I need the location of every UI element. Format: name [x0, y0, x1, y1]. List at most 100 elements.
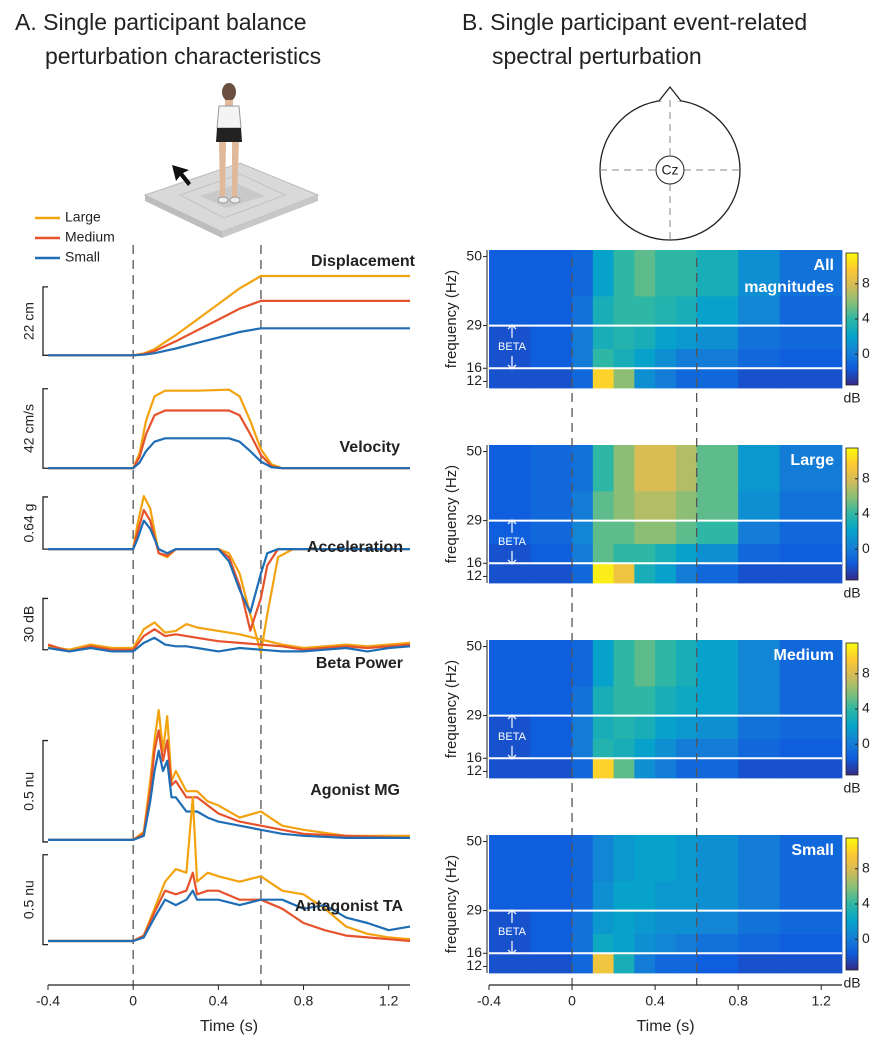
colorbar-tick-label: 4 — [862, 310, 870, 326]
scale-bar — [43, 389, 48, 468]
scale-bar-label: 22 cm — [21, 302, 37, 340]
heatmap-cell — [531, 739, 573, 759]
heatmap-cell — [614, 953, 635, 973]
x-tick-label: 0 — [568, 993, 576, 1009]
heatmap-cell — [593, 640, 614, 686]
heatmap-cell — [780, 544, 843, 564]
heatmap-cell — [780, 296, 843, 326]
x-tick-label: 0.4 — [209, 993, 229, 1009]
heatmap-cell — [614, 716, 635, 739]
heatmap-cell — [634, 953, 655, 973]
heatmap-cell — [614, 544, 635, 564]
heatmap-cell — [697, 686, 739, 716]
heatmap-cell — [531, 911, 573, 934]
y-tick-label: 50 — [466, 442, 482, 458]
heatmap-cell — [676, 640, 697, 686]
heatmap-cell — [676, 250, 697, 296]
colorbar-tick-label: 4 — [862, 895, 870, 911]
colorbar-tick-label: 0 — [862, 735, 870, 751]
heatmap-cell — [738, 686, 780, 716]
colorbar-label: dB — [843, 585, 860, 601]
heatmap-cell — [614, 686, 635, 716]
heatmap-cell — [593, 368, 614, 388]
band-label: BETA — [498, 731, 527, 743]
heatmap-cell — [614, 349, 635, 369]
trace — [48, 390, 410, 469]
subplot-title: Medium — [774, 647, 834, 664]
heatmap-cell — [634, 250, 655, 296]
heatmap-cell — [738, 934, 780, 954]
heatmap-cell — [738, 445, 780, 491]
legend-label: Large — [65, 209, 101, 225]
heatmap-cell — [531, 296, 573, 326]
heatmap-cell — [572, 326, 593, 349]
heatmap-cell — [489, 563, 531, 583]
heatmap-cell — [655, 911, 676, 934]
subplot-title: Agonist MG — [310, 782, 400, 799]
panel-title: A. Single participant balance — [15, 9, 307, 35]
heatmap-cell — [676, 953, 697, 973]
trace — [48, 710, 410, 840]
heatmap-cell — [593, 739, 614, 759]
heatmap-cell — [614, 758, 635, 778]
heatmap-cell — [780, 739, 843, 759]
colorbar-label: dB — [843, 780, 860, 796]
y-tick-label: 50 — [466, 247, 482, 263]
heatmap-cell — [634, 491, 655, 521]
heatmap-cell — [676, 544, 697, 564]
heatmap-cell — [780, 686, 843, 716]
heatmap-cell — [697, 368, 739, 388]
heatmap-cell — [593, 349, 614, 369]
band-label: BETA — [498, 536, 527, 548]
heatmap-cell — [489, 368, 531, 388]
heatmap-cell — [489, 296, 531, 326]
band-label: BETA — [498, 341, 527, 353]
colorbar-tick-label: 8 — [862, 860, 870, 876]
y-tick-label: 16 — [466, 359, 482, 375]
trace — [48, 328, 410, 355]
heatmap-cell — [780, 368, 843, 388]
heatmap-cell — [593, 326, 614, 349]
heatmap-cell — [614, 445, 635, 491]
subplot-title: magnitudes — [744, 279, 834, 296]
scale-bar — [43, 598, 48, 649]
y-tick-label: 50 — [466, 832, 482, 848]
colorbar-tick-label: 4 — [862, 700, 870, 716]
heatmap-cell — [593, 296, 614, 326]
heatmap-cell — [634, 739, 655, 759]
heatmap-cell — [614, 881, 635, 911]
heatmap-cell — [572, 739, 593, 759]
scale-bar — [43, 287, 48, 355]
heatmap-cell — [676, 326, 697, 349]
heatmap-cell — [531, 563, 573, 583]
heatmap-cell — [676, 445, 697, 491]
colorbar-tick-label: 4 — [862, 505, 870, 521]
panel-title: spectral perturbation — [492, 43, 702, 69]
heatmap-cell — [655, 491, 676, 521]
heatmap-cell — [531, 640, 573, 686]
heatmap-cell — [572, 953, 593, 973]
heatmap-cell — [655, 368, 676, 388]
heatmap-cell — [593, 445, 614, 491]
heatmap-cell — [655, 758, 676, 778]
heatmap-cell — [655, 296, 676, 326]
heatmap-cell — [593, 491, 614, 521]
heatmap-cell — [634, 349, 655, 369]
heatmap-cell — [738, 544, 780, 564]
heatmap-cell — [697, 250, 739, 296]
subplot-title: Large — [790, 452, 834, 469]
heatmap-cell — [531, 716, 573, 739]
heatmap-cell — [697, 640, 739, 686]
x-tick-label: -0.4 — [36, 993, 60, 1009]
heatmap-cell — [697, 911, 739, 934]
colorbar-label: dB — [843, 975, 860, 991]
heatmap-cell — [531, 934, 573, 954]
heatmap-cell — [676, 881, 697, 911]
heatmap-cell — [614, 296, 635, 326]
heatmap-cell — [489, 686, 531, 716]
heatmap-cell — [593, 686, 614, 716]
heatmap-cell — [572, 349, 593, 369]
heatmap-cell — [738, 563, 780, 583]
heatmap-cell — [572, 445, 593, 491]
heatmap-cell — [697, 739, 739, 759]
